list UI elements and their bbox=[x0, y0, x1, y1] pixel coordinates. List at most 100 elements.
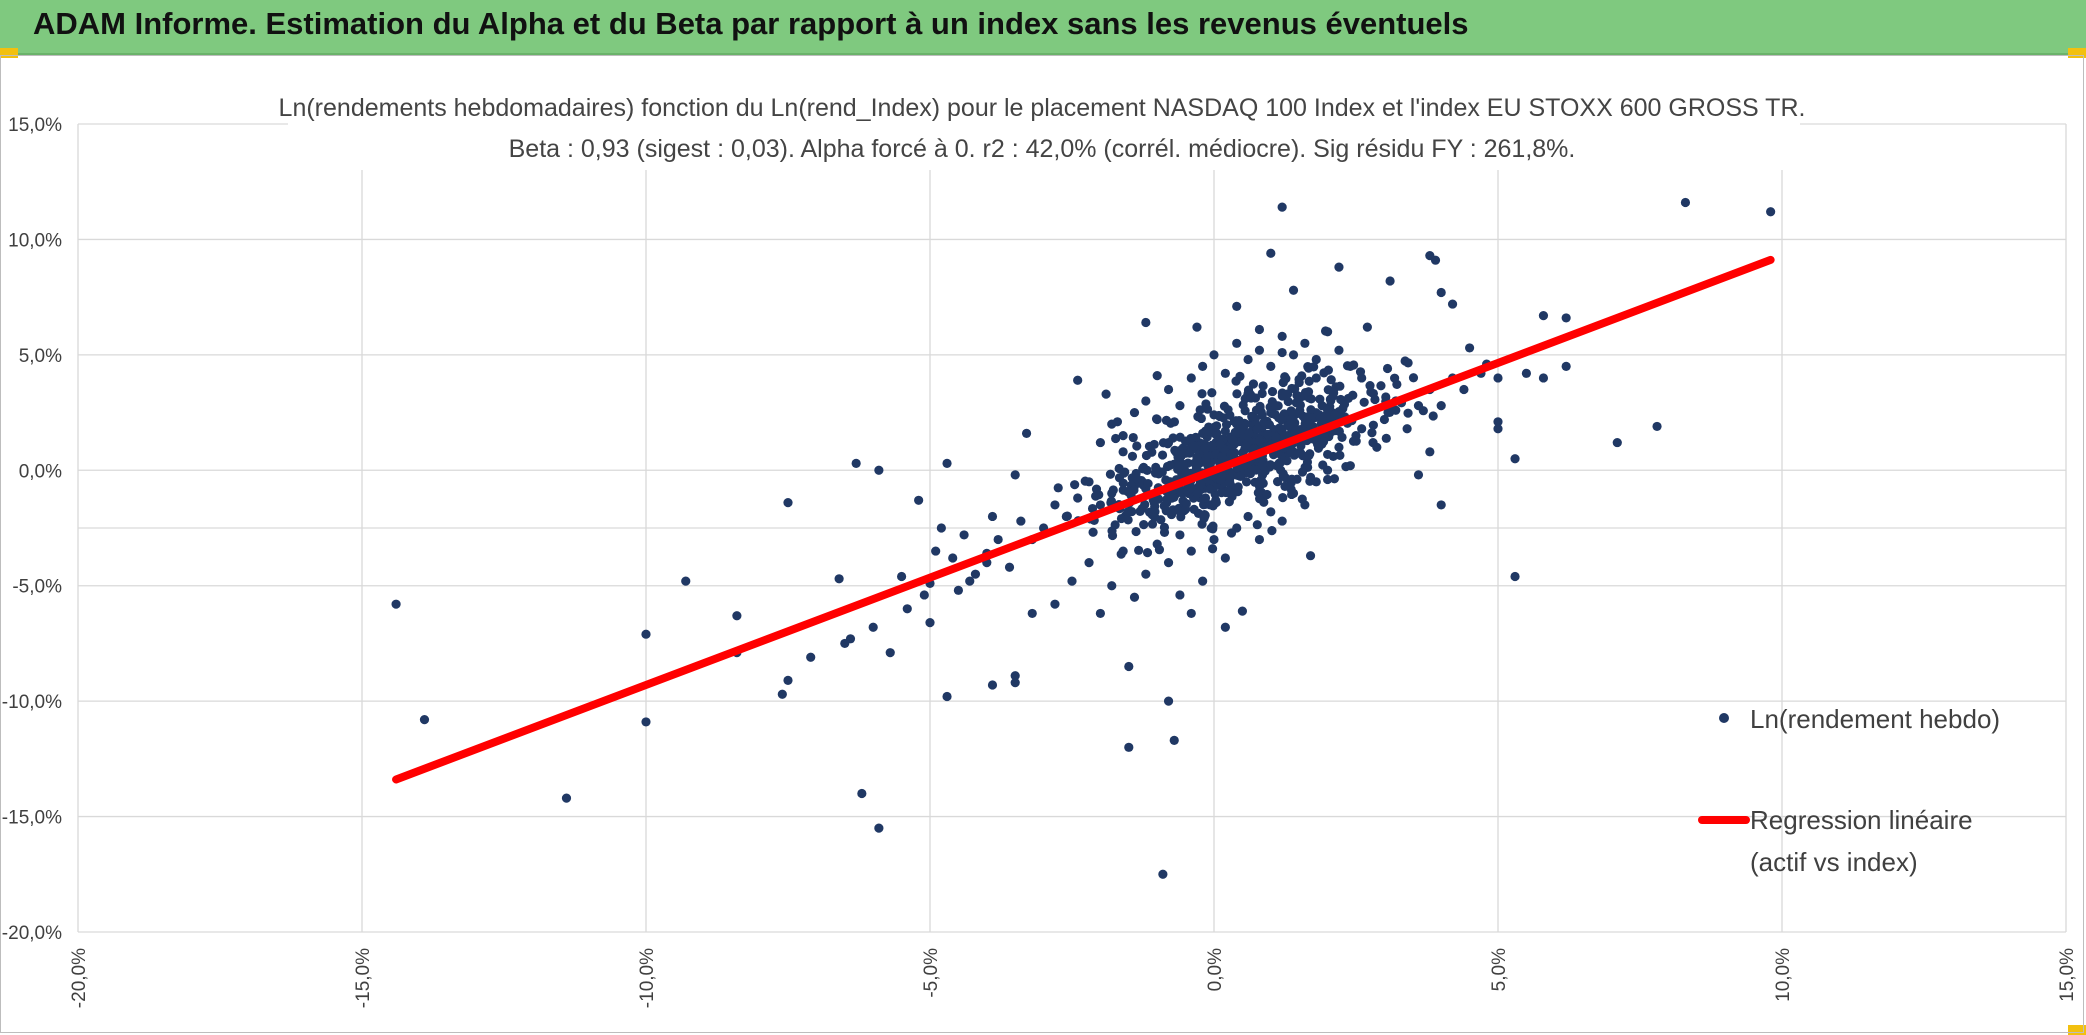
data-point bbox=[1348, 436, 1359, 446]
data-point bbox=[1118, 447, 1128, 457]
data-point bbox=[1257, 410, 1267, 420]
data-point bbox=[1153, 494, 1164, 504]
data-point bbox=[1357, 424, 1367, 434]
data-point bbox=[1260, 466, 1270, 476]
data-point bbox=[1246, 393, 1256, 403]
data-point bbox=[1067, 576, 1077, 586]
x-axis-ticks: -20,0% -15,0% -10,0% -5,0% 0,0% 5,0% 10,0% 15,0… bbox=[69, 948, 2078, 1008]
data-point bbox=[1493, 373, 1503, 383]
data-point bbox=[1306, 405, 1316, 415]
data-point bbox=[1408, 373, 1419, 383]
data-point bbox=[1073, 375, 1083, 385]
data-point bbox=[1277, 388, 1287, 398]
data-point bbox=[1320, 326, 1331, 336]
data-point bbox=[1225, 487, 1235, 498]
data-point bbox=[1163, 696, 1174, 706]
legend-point-marker bbox=[1719, 713, 1729, 723]
data-point bbox=[1215, 439, 1225, 449]
data-point bbox=[1207, 388, 1217, 398]
data-point bbox=[1561, 313, 1571, 323]
data-point bbox=[1258, 381, 1268, 391]
data-point bbox=[1266, 361, 1276, 371]
data-point bbox=[1294, 374, 1304, 385]
data-point bbox=[641, 629, 651, 639]
data-point bbox=[1313, 443, 1324, 453]
data-point bbox=[1418, 406, 1428, 416]
data-point bbox=[1538, 373, 1549, 383]
data-point bbox=[1413, 470, 1424, 480]
data-point bbox=[1154, 545, 1165, 555]
data-point bbox=[1272, 477, 1283, 487]
data-point bbox=[942, 458, 952, 468]
data-point bbox=[1166, 418, 1176, 428]
data-point bbox=[1186, 373, 1196, 383]
data-point bbox=[1493, 424, 1503, 434]
data-point bbox=[1263, 429, 1273, 439]
data-point bbox=[1200, 493, 1211, 503]
chart-frame bbox=[0, 55, 2084, 1033]
data-point bbox=[1241, 477, 1252, 487]
data-point bbox=[1291, 398, 1301, 408]
title-banner: ADAM Informe. Estimation du Alpha et du … bbox=[0, 0, 2086, 55]
data-point bbox=[1220, 553, 1230, 563]
data-point bbox=[1107, 581, 1117, 591]
data-point bbox=[1198, 361, 1208, 371]
data-point bbox=[1436, 500, 1446, 510]
data-point bbox=[1323, 449, 1333, 460]
data-point bbox=[1185, 448, 1195, 458]
data-point bbox=[1174, 505, 1184, 516]
data-point bbox=[1230, 427, 1240, 437]
data-point bbox=[1201, 399, 1211, 409]
data-point bbox=[1225, 473, 1235, 483]
data-point bbox=[1425, 447, 1435, 457]
data-point bbox=[1050, 599, 1060, 609]
data-point bbox=[1118, 485, 1128, 495]
data-point bbox=[993, 534, 1003, 545]
data-point bbox=[1510, 571, 1520, 582]
data-point bbox=[1232, 338, 1242, 348]
data-point bbox=[1091, 484, 1102, 494]
data-point bbox=[1337, 432, 1347, 443]
data-point bbox=[1335, 450, 1345, 460]
data-point bbox=[914, 495, 924, 505]
data-point bbox=[1217, 452, 1227, 462]
data-point bbox=[1359, 397, 1369, 407]
data-point bbox=[1010, 470, 1020, 480]
data-point bbox=[1390, 373, 1400, 383]
corner-marker-bottom-right bbox=[2068, 1025, 2086, 1035]
data-point bbox=[1288, 350, 1299, 360]
data-point bbox=[1680, 197, 1691, 208]
data-point bbox=[1053, 483, 1063, 493]
data-point bbox=[561, 793, 572, 803]
data-point bbox=[1247, 412, 1257, 422]
data-point bbox=[1142, 547, 1153, 558]
data-point bbox=[1197, 389, 1207, 399]
data-point bbox=[1235, 471, 1245, 481]
data-point bbox=[1124, 742, 1134, 752]
x-tick-label: 15,0% bbox=[2057, 948, 2078, 1002]
data-point bbox=[1306, 394, 1316, 404]
data-point bbox=[1220, 368, 1230, 378]
data-point bbox=[1158, 438, 1169, 448]
data-point bbox=[1261, 420, 1271, 430]
data-point bbox=[1303, 362, 1313, 372]
data-point bbox=[1612, 437, 1622, 448]
data-point bbox=[1278, 469, 1288, 479]
data-point bbox=[1297, 494, 1307, 504]
data-point bbox=[1265, 460, 1276, 470]
data-point bbox=[1251, 465, 1261, 475]
data-point bbox=[1163, 558, 1174, 568]
data-point bbox=[1161, 506, 1171, 516]
data-point bbox=[1143, 479, 1153, 489]
data-point bbox=[1168, 433, 1178, 443]
data-point bbox=[1151, 414, 1162, 424]
data-point bbox=[1169, 735, 1179, 745]
data-point bbox=[1510, 454, 1520, 464]
data-point bbox=[1189, 441, 1199, 451]
data-point bbox=[1241, 440, 1251, 451]
data-point bbox=[1538, 311, 1549, 321]
x-tick-label: -15,0% bbox=[353, 948, 374, 1008]
data-point bbox=[1248, 379, 1259, 389]
data-point bbox=[1277, 347, 1287, 358]
data-point bbox=[1367, 428, 1377, 438]
